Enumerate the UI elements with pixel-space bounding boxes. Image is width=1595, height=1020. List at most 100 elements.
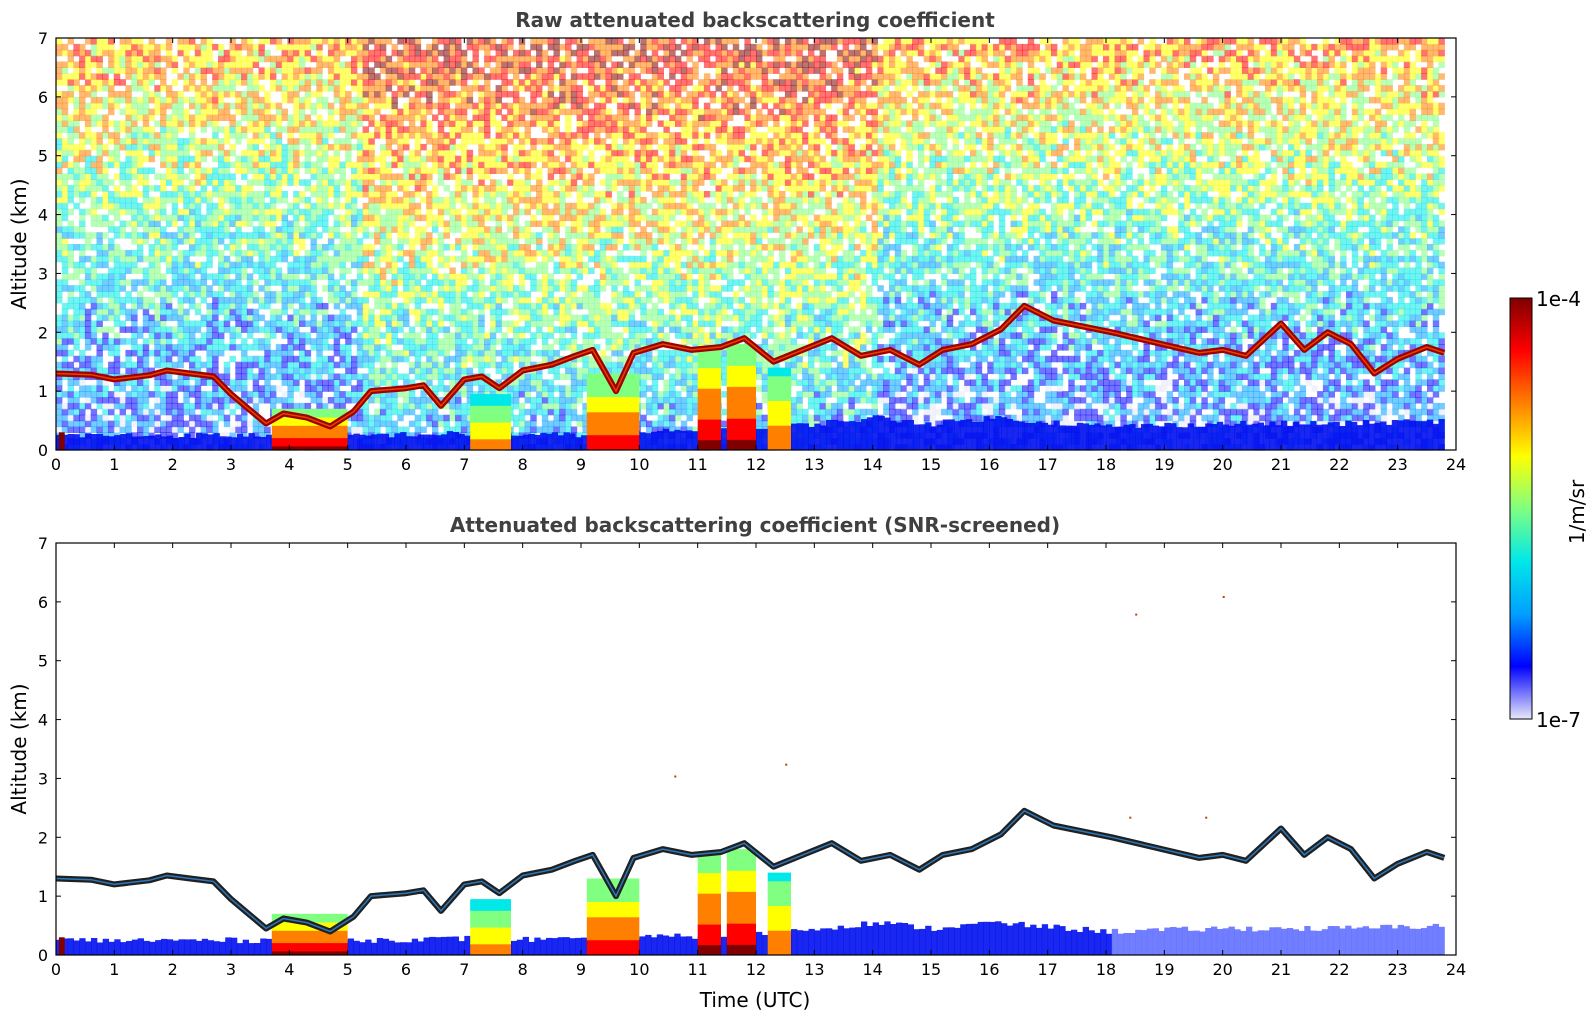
x-tick-label: 13 xyxy=(804,960,824,979)
x-tick-label: 7 xyxy=(459,960,469,979)
x-tick-label: 6 xyxy=(401,455,411,474)
plume xyxy=(470,394,511,451)
x-tick-label: 0 xyxy=(51,960,61,979)
x-tick-label: 4 xyxy=(284,455,294,474)
x-tick-label: 18 xyxy=(1096,960,1116,979)
x-tick-label: 9 xyxy=(576,960,586,979)
x-tick-label: 12 xyxy=(746,455,766,474)
x-tick-label: 3 xyxy=(226,960,236,979)
speckle xyxy=(674,775,677,778)
y-tick-label: 1 xyxy=(38,887,48,906)
x-tick-label: 1 xyxy=(109,960,119,979)
plot-area xyxy=(55,596,1446,956)
y-tick-label: 5 xyxy=(38,652,48,671)
y-axis-label: Altitude (km) xyxy=(7,178,31,309)
x-tick-label: 19 xyxy=(1154,960,1174,979)
x-tick-label: 2 xyxy=(168,960,178,979)
x-tick-label: 8 xyxy=(518,960,528,979)
y-tick-label: 2 xyxy=(38,323,48,342)
plume xyxy=(697,347,721,451)
y-tick-label: 6 xyxy=(38,88,48,107)
y-tick-label: 3 xyxy=(38,769,48,788)
x-tick-label: 23 xyxy=(1387,960,1407,979)
speckle xyxy=(1205,816,1208,819)
x-tick-label: 23 xyxy=(1387,455,1407,474)
x-tick-label: 5 xyxy=(343,455,353,474)
x-tick-label: 22 xyxy=(1329,455,1349,474)
plume xyxy=(767,872,791,956)
snr-screened-panel: Attenuated backscattering coefficient (S… xyxy=(7,513,1466,1012)
x-tick-label: 18 xyxy=(1096,455,1116,474)
y-tick-label: 5 xyxy=(38,147,48,166)
y-tick-label: 3 xyxy=(38,264,48,283)
x-tick-label: 16 xyxy=(979,455,999,474)
speckle xyxy=(1222,596,1225,598)
x-tick-label: 15 xyxy=(921,455,941,474)
x-tick-label: 0 xyxy=(51,455,61,474)
plume xyxy=(58,937,65,956)
x-tick-label: 20 xyxy=(1212,455,1232,474)
plume xyxy=(470,899,511,956)
chart-title: Raw attenuated backscattering coefficien… xyxy=(515,8,995,32)
x-tick-label: 17 xyxy=(1037,960,1057,979)
plume xyxy=(58,432,65,451)
x-tick-label: 10 xyxy=(629,455,649,474)
chart-title: Attenuated backscattering coefficient (S… xyxy=(450,513,1060,537)
raw-backscatter-panel: Raw attenuated backscattering coefficien… xyxy=(7,8,1466,474)
x-tick-label: 11 xyxy=(687,960,707,979)
x-tick-label: 6 xyxy=(401,960,411,979)
colorbar: 1e-4 1e-7 1/m/sr xyxy=(1509,287,1589,732)
x-tick-label: 1 xyxy=(109,455,119,474)
x-axis-label: Time (UTC) xyxy=(699,988,811,1012)
y-tick-label: 0 xyxy=(38,946,48,965)
y-axis-label: Altitude (km) xyxy=(7,683,31,814)
x-tick-label: 21 xyxy=(1271,455,1291,474)
cloud-layer-edge xyxy=(55,304,1445,428)
x-tick-label: 2 xyxy=(168,455,178,474)
colorbar-unit-label: 1/m/sr xyxy=(1565,479,1589,544)
x-tick-label: 11 xyxy=(687,455,707,474)
x-tick-label: 9 xyxy=(576,455,586,474)
colorbar-max-label: 1e-4 xyxy=(1536,287,1581,311)
x-tick-label: 3 xyxy=(226,455,236,474)
x-tick-label: 17 xyxy=(1037,455,1057,474)
x-tick-label: 5 xyxy=(343,960,353,979)
y-tick-label: 4 xyxy=(38,711,48,730)
y-tick-label: 6 xyxy=(38,593,48,612)
x-tick-label: 15 xyxy=(921,960,941,979)
plume xyxy=(726,849,756,956)
x-tick-label: 8 xyxy=(518,455,528,474)
plume xyxy=(697,852,721,956)
y-tick-label: 2 xyxy=(38,828,48,847)
y-tick-label: 7 xyxy=(38,29,48,48)
cloud-layer-edge xyxy=(55,809,1445,933)
x-tick-label: 12 xyxy=(746,960,766,979)
x-tick-label: 22 xyxy=(1329,960,1349,979)
speckle xyxy=(785,763,788,766)
speckle xyxy=(1135,613,1138,616)
y-tick-label: 4 xyxy=(38,206,48,225)
y-tick-label: 0 xyxy=(38,441,48,460)
plume xyxy=(767,367,791,451)
y-tick-label: 1 xyxy=(38,382,48,401)
x-tick-label: 13 xyxy=(804,455,824,474)
x-tick-label: 4 xyxy=(284,960,294,979)
speckle xyxy=(1129,816,1132,819)
axis-ticks: 0 1 2 3 4 5 6 7 8 9 10 11 12 13 14 15 16 17 18 19 20 21 22 23 24… xyxy=(38,534,1466,979)
x-tick-label: 10 xyxy=(629,960,649,979)
x-tick-label: 7 xyxy=(459,455,469,474)
plume xyxy=(726,344,756,451)
colorbar-min-label: 1e-7 xyxy=(1536,708,1581,732)
x-tick-label: 14 xyxy=(862,960,882,979)
colorbar-gradient xyxy=(1509,297,1533,720)
x-tick-label: 21 xyxy=(1271,960,1291,979)
x-tick-label: 14 xyxy=(862,455,882,474)
x-tick-label: 16 xyxy=(979,960,999,979)
axis-ticks: 0 1 2 3 4 5 6 7 8 9 10 11 12 13 14 15 16 17 18 19 20 21 22 23 24… xyxy=(38,29,1466,474)
x-tick-label: 20 xyxy=(1212,960,1232,979)
plot-area xyxy=(55,38,1446,451)
y-tick-label: 7 xyxy=(38,534,48,553)
x-tick-label: 24 xyxy=(1446,960,1466,979)
x-tick-label: 19 xyxy=(1154,455,1174,474)
